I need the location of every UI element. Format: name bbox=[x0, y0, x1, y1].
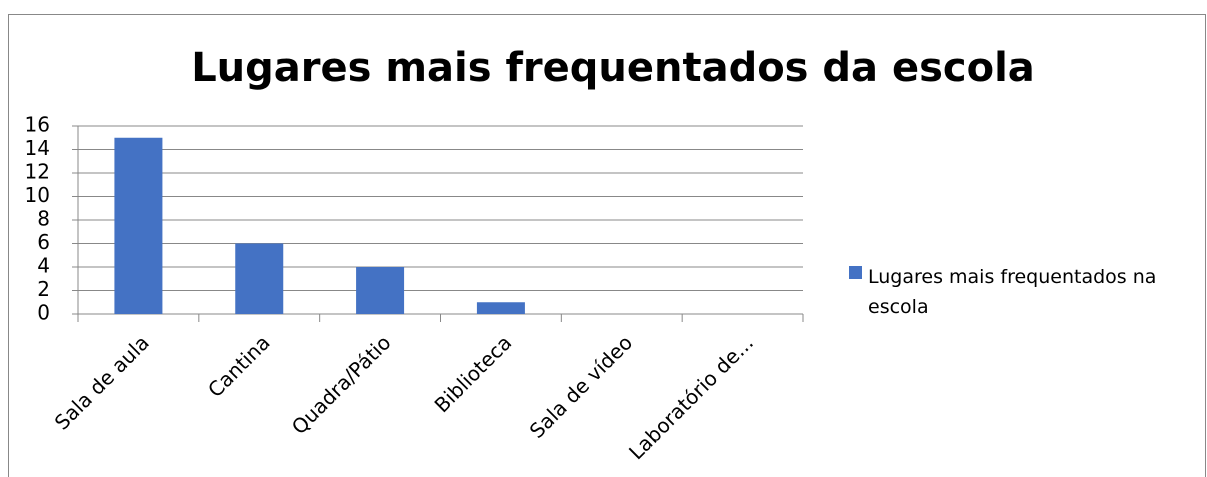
bar bbox=[114, 137, 163, 314]
x-tick-label: Cantina bbox=[203, 330, 275, 402]
y-tick-label: 4 bbox=[37, 254, 50, 278]
chart-title: Lugares mais frequentados da escola bbox=[191, 45, 1035, 91]
chart-frame bbox=[8, 14, 1206, 477]
legend-swatch bbox=[849, 266, 862, 279]
y-tick-label: 12 bbox=[25, 160, 50, 184]
legend-label: Lugares mais frequentados na escola bbox=[868, 266, 1157, 318]
x-tick-label: Biblioteca bbox=[430, 330, 517, 417]
x-tick-label: Quadra/Pátio bbox=[287, 330, 396, 439]
y-tick-label: 8 bbox=[37, 207, 50, 231]
y-tick-label: 16 bbox=[25, 113, 50, 137]
y-tick-label: 2 bbox=[37, 277, 50, 301]
y-tick-label: 0 bbox=[37, 301, 50, 325]
x-tick-label: Laboratório de... bbox=[624, 330, 758, 464]
x-tick-label: Sala de aula bbox=[50, 330, 154, 434]
bar bbox=[476, 302, 525, 314]
bar bbox=[356, 267, 405, 314]
y-tick-label: 14 bbox=[25, 136, 50, 160]
bar bbox=[235, 243, 284, 314]
x-tick-label: Sala de vídeo bbox=[525, 330, 638, 443]
y-tick-label: 6 bbox=[37, 230, 50, 254]
y-tick-label: 10 bbox=[25, 183, 50, 207]
